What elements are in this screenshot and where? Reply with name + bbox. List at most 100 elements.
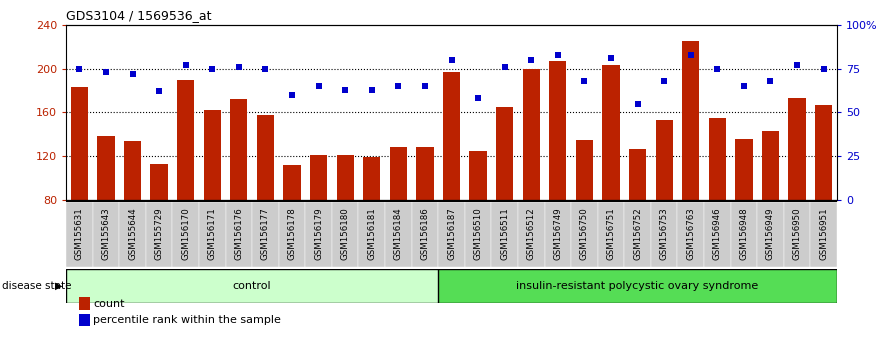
Point [764, 78, 778, 84]
Bar [177, 80, 195, 200]
Text: GSM156750: GSM156750 [580, 207, 589, 260]
Text: GSM156510: GSM156510 [474, 207, 483, 260]
Point [338, 87, 352, 92]
Text: GSM156184: GSM156184 [394, 207, 403, 260]
Point [444, 57, 458, 63]
Bar [704, 202, 730, 267]
Point [817, 66, 831, 72]
Text: GDS3104 / 1569536_at: GDS3104 / 1569536_at [66, 9, 211, 22]
Text: percentile rank within the sample: percentile rank within the sample [93, 315, 281, 325]
Bar [438, 269, 850, 303]
Point [631, 101, 645, 107]
Point [365, 87, 379, 92]
Point [152, 88, 167, 94]
Bar [332, 202, 359, 267]
Bar [438, 202, 465, 267]
Text: GSM156511: GSM156511 [500, 207, 509, 260]
Text: insulin-resistant polycystic ovary syndrome: insulin-resistant polycystic ovary syndr… [516, 281, 759, 291]
Point [391, 83, 405, 89]
Bar [708, 118, 726, 200]
Point [710, 66, 724, 72]
Bar [385, 202, 411, 267]
Point [125, 71, 139, 77]
Bar [470, 151, 486, 200]
Text: GSM156177: GSM156177 [261, 207, 270, 260]
Bar [465, 202, 492, 267]
Point [99, 69, 113, 75]
Text: GSM156951: GSM156951 [819, 207, 828, 259]
Text: GSM156179: GSM156179 [315, 207, 323, 259]
Bar [603, 65, 619, 200]
Text: GSM156170: GSM156170 [181, 207, 190, 260]
Bar [151, 164, 167, 200]
Text: GSM155729: GSM155729 [154, 207, 164, 259]
Bar [389, 147, 407, 200]
Bar [597, 202, 625, 267]
Text: GSM156180: GSM156180 [341, 207, 350, 260]
Bar [757, 202, 784, 267]
Bar [651, 202, 677, 267]
Point [285, 92, 299, 98]
Text: GSM156171: GSM156171 [208, 207, 217, 260]
Bar [252, 202, 278, 267]
Bar [306, 202, 332, 267]
Text: GSM156763: GSM156763 [686, 207, 695, 260]
Bar [522, 69, 540, 200]
Bar [66, 269, 438, 303]
Bar [730, 202, 757, 267]
Bar [411, 202, 438, 267]
Text: control: control [233, 281, 271, 291]
Bar [784, 202, 811, 267]
Text: GSM156176: GSM156176 [234, 207, 243, 260]
Point [312, 83, 326, 89]
Text: count: count [93, 299, 125, 309]
Text: GSM156178: GSM156178 [287, 207, 297, 260]
Bar [788, 98, 806, 200]
Text: GSM156948: GSM156948 [739, 207, 749, 259]
Point [684, 52, 698, 57]
Text: GSM156512: GSM156512 [527, 207, 536, 260]
Point [604, 55, 618, 61]
Bar [762, 131, 779, 200]
Bar [811, 202, 837, 267]
Point [232, 64, 246, 70]
Bar [544, 202, 571, 267]
Bar [284, 165, 300, 200]
Bar [66, 202, 93, 267]
Point [179, 62, 193, 68]
Point [498, 64, 512, 70]
Text: GSM156949: GSM156949 [766, 207, 775, 259]
Bar [204, 110, 221, 200]
Bar [549, 61, 566, 200]
Text: GSM156187: GSM156187 [447, 207, 456, 260]
Text: ▶: ▶ [55, 281, 63, 291]
Bar [677, 202, 704, 267]
Point [790, 62, 804, 68]
Bar [571, 202, 597, 267]
Point [418, 83, 432, 89]
Bar [736, 139, 752, 200]
Bar [492, 202, 518, 267]
Point [471, 96, 485, 101]
Text: GSM156181: GSM156181 [367, 207, 376, 260]
Bar [70, 87, 88, 200]
Text: GSM156749: GSM156749 [553, 207, 562, 259]
Text: GSM156752: GSM156752 [633, 207, 642, 260]
Bar [124, 141, 141, 200]
Bar [518, 202, 544, 267]
Bar [93, 202, 119, 267]
Bar [576, 140, 593, 200]
Text: disease state: disease state [2, 281, 71, 291]
Text: GSM156753: GSM156753 [660, 207, 669, 260]
Bar [226, 202, 252, 267]
Point [551, 52, 565, 57]
Text: GSM155643: GSM155643 [101, 207, 110, 260]
Bar [625, 202, 651, 267]
Bar [199, 202, 226, 267]
Point [577, 78, 591, 84]
Bar [417, 147, 433, 200]
Bar [682, 41, 700, 200]
Point [205, 66, 219, 72]
Point [258, 66, 272, 72]
Bar [496, 107, 514, 200]
